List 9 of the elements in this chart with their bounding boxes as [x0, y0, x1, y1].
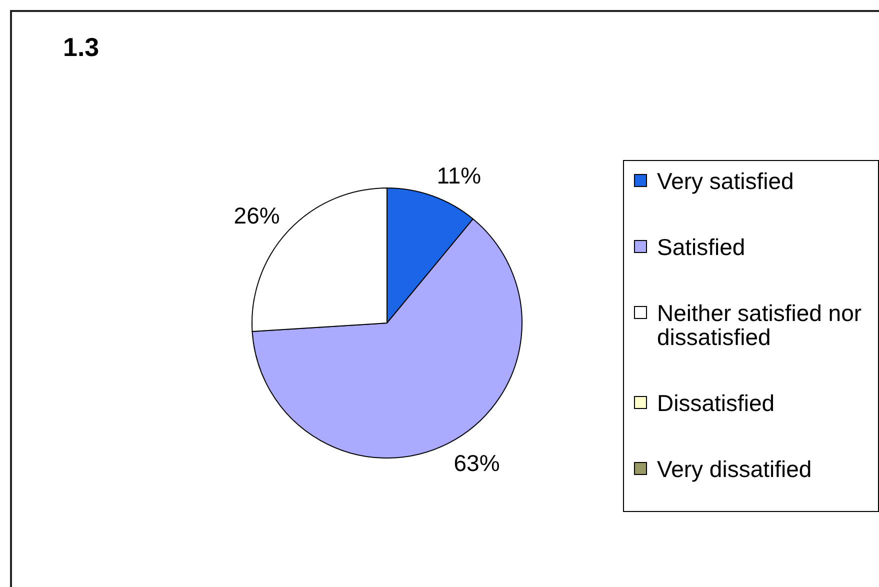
legend-label: Dissatisfied [657, 390, 776, 416]
data-label: 63% [454, 450, 500, 476]
legend-label: Satisfied [657, 234, 746, 260]
legend-label: Neither satisfied nor dissatisfied [657, 300, 863, 350]
legend-label: Very dissatified [657, 456, 813, 482]
legend-label: Very satisfied [657, 168, 795, 194]
chart-title: 1.3 [63, 32, 100, 63]
data-label: 26% [234, 202, 280, 229]
data-label: 11% [436, 162, 482, 188]
